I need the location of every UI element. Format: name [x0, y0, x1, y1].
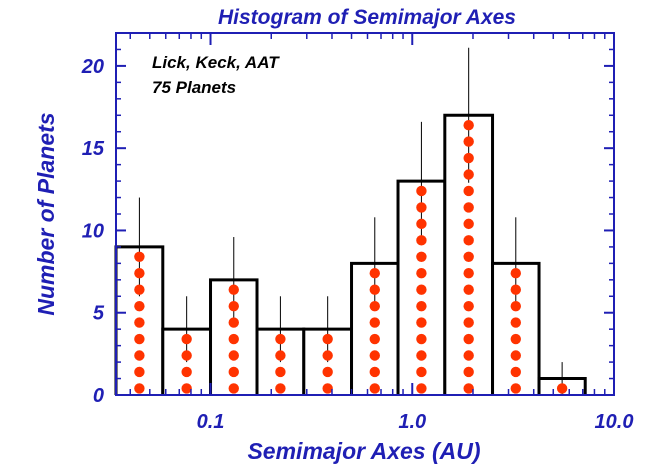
- planet-dot: [416, 300, 427, 312]
- planet-dot: [228, 383, 239, 394]
- planet-dot: [369, 333, 380, 345]
- planet-dot: [416, 317, 427, 328]
- planet-dot: [510, 284, 521, 295]
- planet-dot: [510, 300, 521, 312]
- planet-dot: [181, 333, 192, 345]
- planet-dot: [416, 235, 427, 246]
- planet-dot: [369, 383, 380, 394]
- planet-dot: [275, 333, 286, 345]
- planet-dot: [134, 251, 145, 262]
- planet-dot: [510, 268, 521, 279]
- planet-dot: [463, 317, 474, 328]
- planet-dot: [416, 350, 427, 361]
- planet-dot: [369, 300, 380, 312]
- planet-dot: [463, 300, 474, 312]
- planet-dot: [463, 284, 474, 295]
- y-tick-label: 15: [82, 138, 105, 160]
- planet-dot: [556, 383, 568, 394]
- planet-dot: [134, 350, 145, 361]
- planet-dot: [463, 185, 474, 197]
- planet-dot: [275, 350, 286, 361]
- planet-dot: [463, 202, 474, 213]
- planet-dot: [228, 284, 239, 295]
- planet-dot: [416, 268, 427, 279]
- planet-dot: [369, 268, 380, 279]
- planet-dot: [134, 333, 145, 345]
- y-tick-label: 0: [93, 385, 104, 407]
- planet-dot: [510, 333, 521, 345]
- y-tick-label: 5: [93, 303, 105, 325]
- planet-dot: [134, 366, 145, 378]
- planet-dot: [134, 383, 145, 394]
- annotation-source: Lick, Keck, AAT: [152, 53, 280, 72]
- planet-dot: [510, 383, 521, 394]
- y-axis-label: Number of Planets: [33, 112, 59, 315]
- dots-layer: [134, 119, 568, 394]
- planet-dot: [228, 366, 239, 378]
- planet-dot: [463, 218, 474, 230]
- planet-dot: [134, 317, 145, 328]
- planet-dot: [322, 333, 333, 345]
- planet-dot: [510, 350, 521, 361]
- planet-dot: [416, 333, 427, 345]
- planet-dot: [463, 268, 474, 279]
- planet-dot: [463, 119, 474, 131]
- planet-dot: [416, 218, 427, 230]
- planet-dot: [510, 317, 521, 328]
- planet-dot: [322, 366, 333, 378]
- y-tick-label: 10: [82, 220, 104, 242]
- planet-dot: [416, 251, 427, 262]
- planet-dot: [134, 300, 145, 312]
- planet-dot: [369, 317, 380, 328]
- planet-dot: [463, 136, 474, 147]
- planet-dot: [463, 169, 474, 180]
- planet-dot: [463, 333, 474, 345]
- planet-dot: [228, 317, 239, 328]
- planet-dot: [463, 251, 474, 262]
- planet-dot: [228, 300, 239, 312]
- planet-dot: [181, 366, 192, 378]
- planet-dot: [463, 152, 474, 164]
- planet-dot: [134, 284, 145, 295]
- annotation-count: 75 Planets: [152, 78, 236, 97]
- planet-dot: [416, 366, 427, 378]
- planet-dot: [510, 366, 521, 378]
- planet-dot: [228, 350, 239, 361]
- planet-dot: [463, 235, 474, 246]
- planet-dot: [228, 333, 239, 345]
- planet-dot: [275, 383, 286, 394]
- planet-dot: [416, 284, 427, 295]
- planet-dot: [369, 350, 380, 361]
- planet-dot: [134, 268, 145, 279]
- chart-title: Histogram of Semimajor Axes: [218, 6, 516, 29]
- planet-dot: [416, 202, 427, 213]
- x-tick-label: 10.0: [595, 411, 634, 433]
- planet-dot: [322, 350, 333, 361]
- planet-dot: [369, 366, 380, 378]
- planet-dot: [181, 383, 192, 394]
- planet-dot: [181, 350, 192, 361]
- planet-dot: [416, 185, 427, 197]
- x-tick-label: 1.0: [398, 411, 426, 433]
- planet-dot: [322, 383, 333, 394]
- y-tick-label: 20: [81, 56, 104, 78]
- planet-dot: [463, 383, 474, 394]
- x-axis-label: Semimajor Axes (AU): [247, 438, 480, 464]
- planet-dot: [463, 366, 474, 378]
- planet-dot: [463, 350, 474, 361]
- ticks-layer: 0 5 10 15 20 0.1 1.0 10.0: [81, 33, 634, 433]
- x-tick-label: 0.1: [197, 411, 225, 433]
- planet-dot: [416, 383, 427, 394]
- planet-dot: [275, 366, 286, 378]
- planet-dot: [369, 284, 380, 295]
- bars-layer: [114, 113, 587, 395]
